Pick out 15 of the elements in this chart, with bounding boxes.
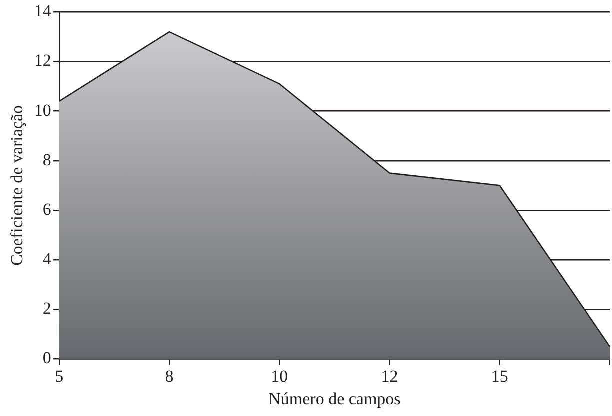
x-tick-label: 8 (165, 366, 174, 386)
y-tick-label: 12 (34, 51, 52, 70)
x-tick-label: 12 (381, 366, 398, 386)
x-tick-label: 15 (491, 366, 508, 386)
y-tick-label: 2 (42, 299, 52, 318)
y-axis-title: Coeficiente de variação (8, 105, 27, 266)
y-tick-label: 0 (42, 348, 52, 368)
y-tick-label: 10 (34, 100, 52, 120)
x-tick-label: 10 (271, 366, 288, 386)
y-tick-label: 14 (34, 2, 52, 21)
y-tick-label: 4 (42, 250, 52, 269)
x-tick-label: 5 (55, 366, 64, 386)
y-tick-label: 6 (42, 200, 52, 219)
x-axis-title: Número de campos (268, 389, 401, 408)
y-tick-label: 8 (42, 150, 52, 170)
